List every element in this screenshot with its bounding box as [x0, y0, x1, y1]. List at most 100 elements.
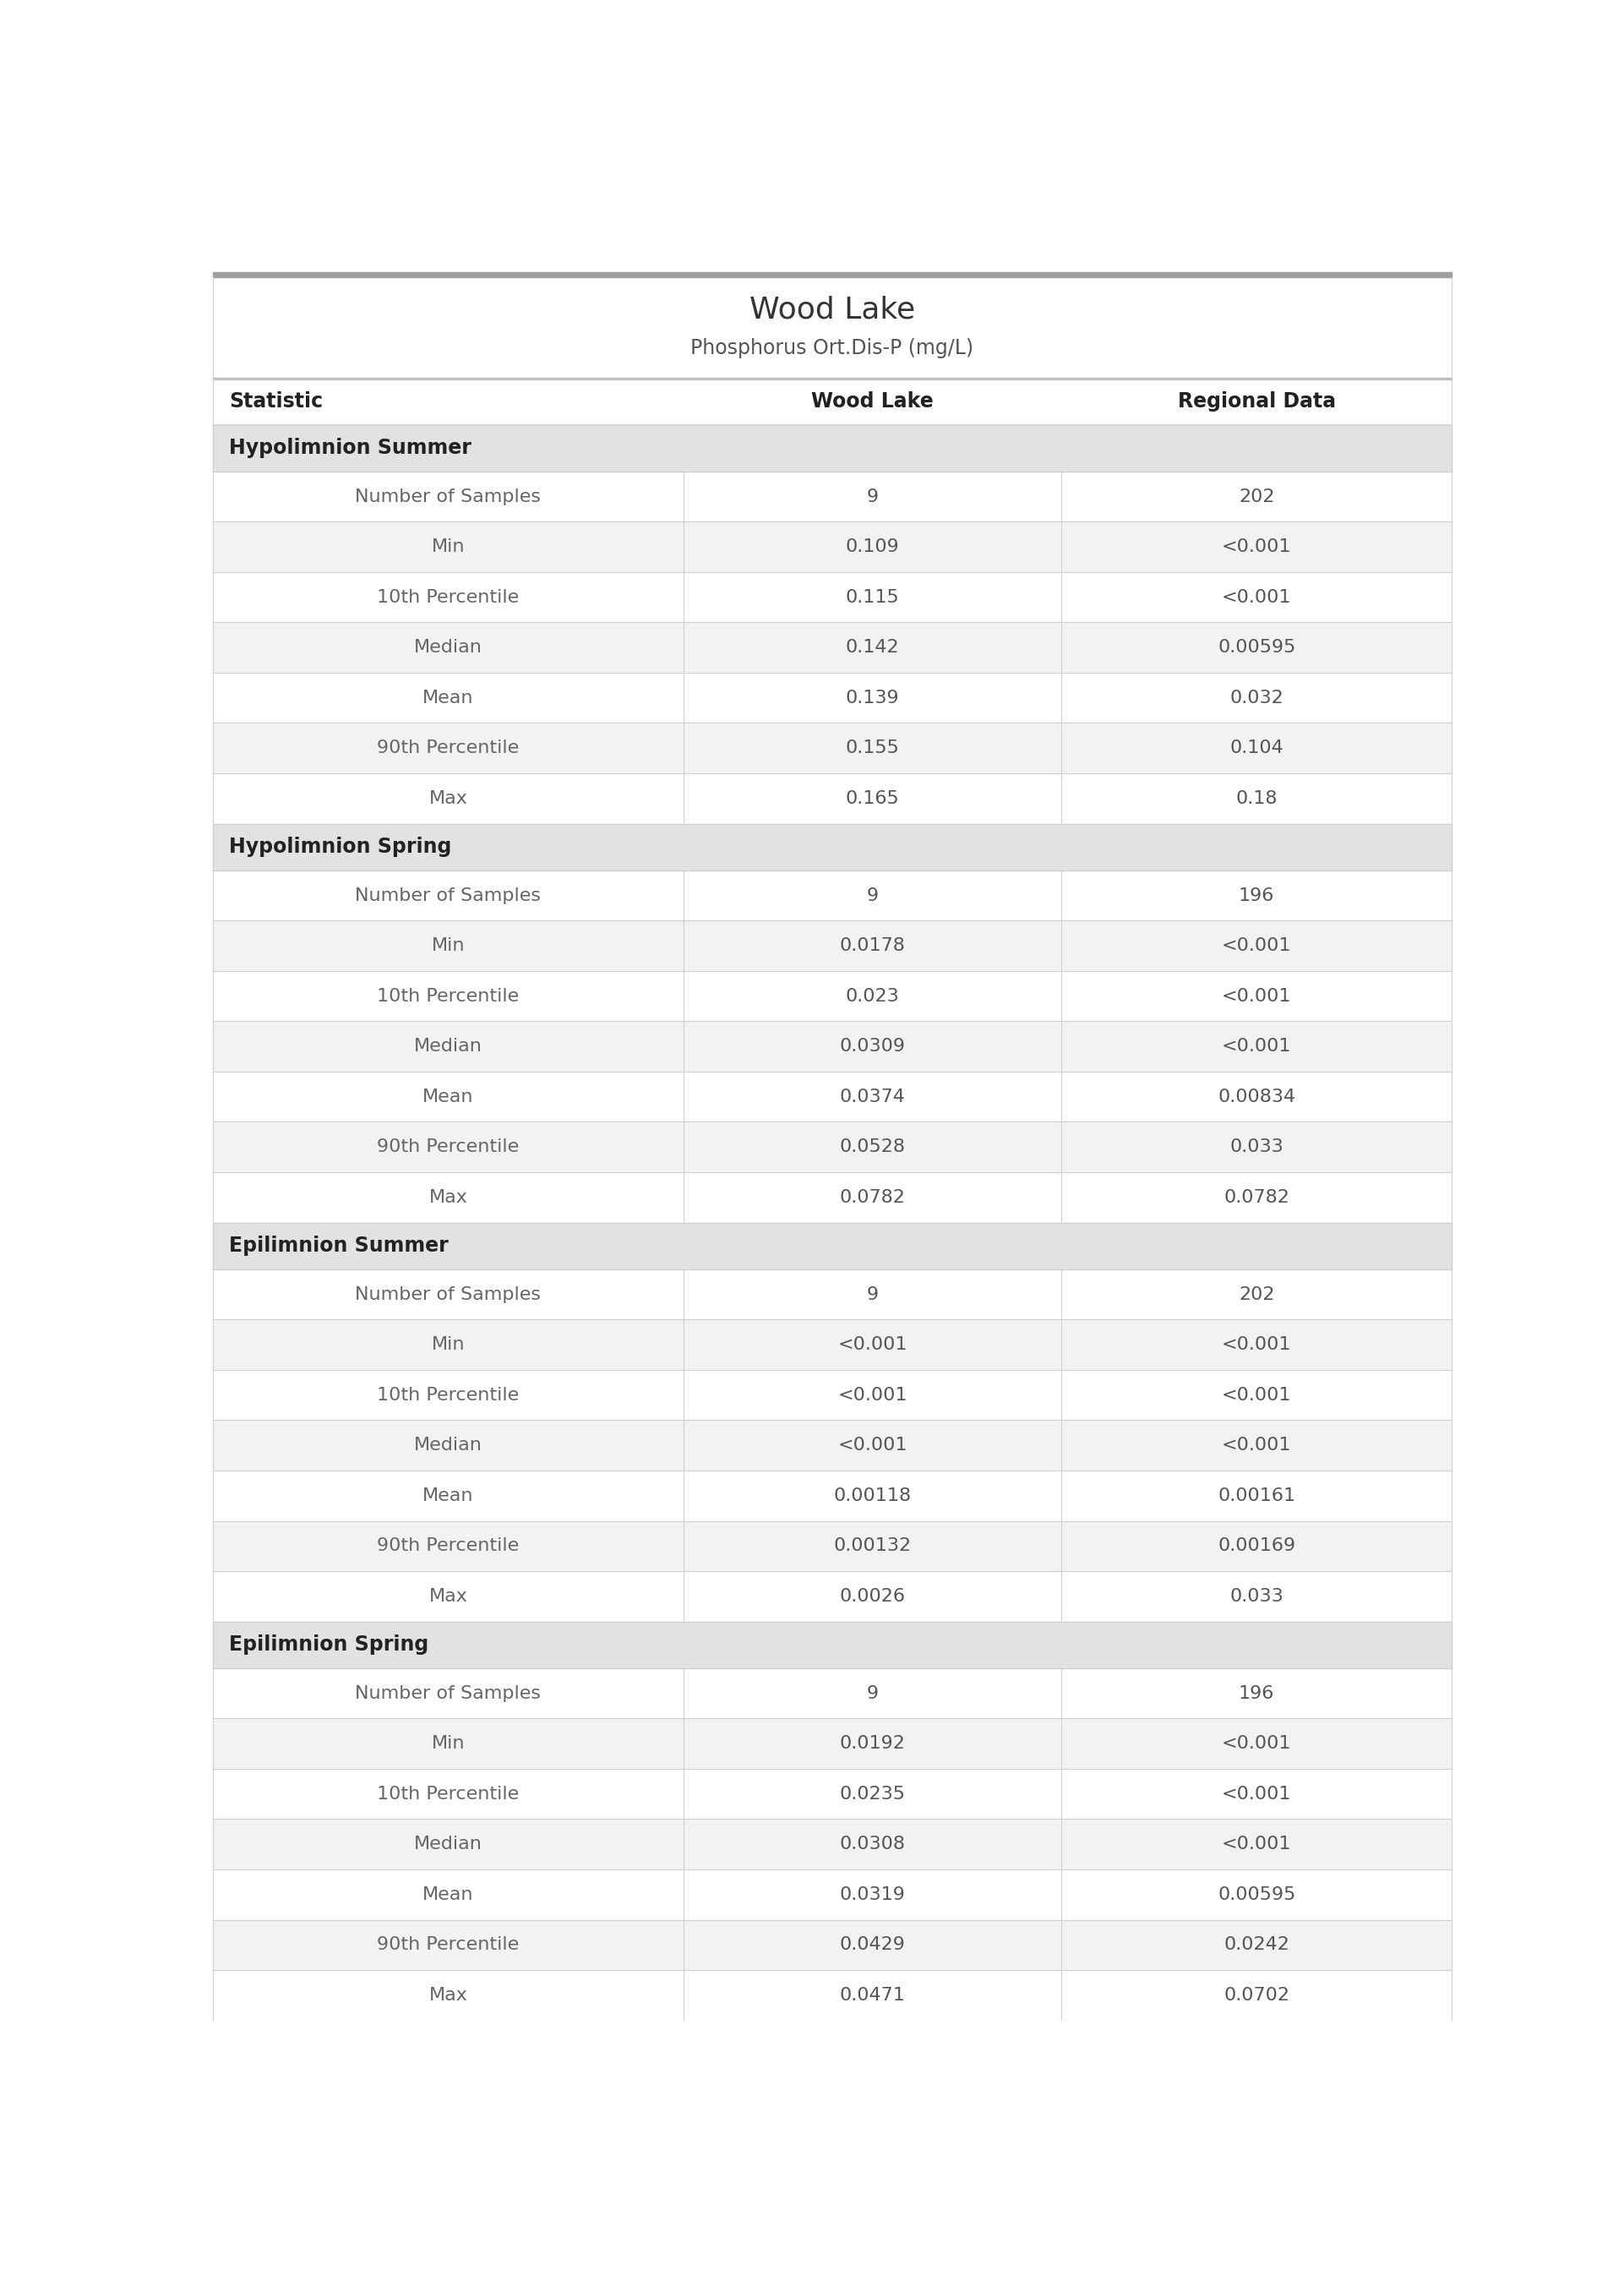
Text: <0.001: <0.001 [1221, 1337, 1291, 1353]
Bar [213, 1970, 1452, 2020]
Text: 0.023: 0.023 [846, 987, 900, 1006]
Text: 0.0192: 0.0192 [840, 1734, 906, 1752]
Text: <0.001: <0.001 [838, 1337, 908, 1353]
Text: Number of Samples: Number of Samples [356, 488, 541, 506]
Text: 9: 9 [867, 488, 879, 506]
Text: 0.0235: 0.0235 [840, 1786, 906, 1802]
Text: <0.001: <0.001 [1221, 1037, 1291, 1056]
Text: 90th Percentile: 90th Percentile [377, 1936, 520, 1952]
Bar [213, 1668, 1452, 1718]
Text: <0.001: <0.001 [1221, 1437, 1291, 1453]
Text: 196: 196 [1239, 888, 1275, 903]
Bar [213, 1521, 1452, 1571]
Text: Regional Data: Regional Data [1177, 390, 1335, 411]
Bar [213, 622, 1452, 672]
Text: 0.0528: 0.0528 [840, 1140, 906, 1155]
Text: 0.0242: 0.0242 [1224, 1936, 1289, 1952]
Bar [213, 1471, 1452, 1521]
Text: Min: Min [432, 1337, 464, 1353]
Bar [213, 972, 1452, 1022]
Text: Epilimnion Spring: Epilimnion Spring [229, 1634, 429, 1655]
Text: Hypolimnion Spring: Hypolimnion Spring [229, 838, 451, 858]
Text: Epilimnion Summer: Epilimnion Summer [229, 1235, 448, 1255]
Text: 0.0308: 0.0308 [840, 1836, 906, 1852]
Text: 0.115: 0.115 [846, 588, 900, 606]
Text: 0.165: 0.165 [846, 790, 900, 806]
Bar [213, 774, 1452, 824]
Text: 0.033: 0.033 [1229, 1587, 1283, 1605]
Bar [213, 522, 1452, 572]
Bar [213, 1920, 1452, 1970]
Bar [213, 277, 1452, 377]
Text: <0.001: <0.001 [1221, 588, 1291, 606]
Text: <0.001: <0.001 [838, 1387, 908, 1403]
Text: <0.001: <0.001 [838, 1437, 908, 1453]
Text: <0.001: <0.001 [1221, 987, 1291, 1006]
Text: 0.109: 0.109 [846, 538, 900, 556]
Bar [213, 922, 1452, 972]
Bar [213, 1224, 1452, 1269]
Text: 0.139: 0.139 [846, 690, 900, 706]
Text: 9: 9 [867, 1287, 879, 1303]
Text: 0.0319: 0.0319 [840, 1886, 906, 1902]
Text: 0.155: 0.155 [846, 740, 900, 756]
Text: 0.032: 0.032 [1229, 690, 1283, 706]
Text: Number of Samples: Number of Samples [356, 1287, 541, 1303]
Text: Mean: Mean [422, 1886, 474, 1902]
Text: Median: Median [414, 1437, 482, 1453]
Text: <0.001: <0.001 [1221, 938, 1291, 953]
Text: Median: Median [414, 1836, 482, 1852]
Text: Max: Max [429, 790, 468, 806]
Bar [213, 824, 1452, 869]
Text: 202: 202 [1239, 488, 1275, 506]
Text: Statistic: Statistic [229, 390, 323, 411]
Text: 0.104: 0.104 [1229, 740, 1283, 756]
Bar [213, 1768, 1452, 1818]
Text: Phosphorus Ort.Dis-P (mg/L): Phosphorus Ort.Dis-P (mg/L) [690, 338, 974, 359]
Text: 0.0782: 0.0782 [1224, 1189, 1289, 1205]
Bar [213, 472, 1452, 522]
Text: 0.18: 0.18 [1236, 790, 1278, 806]
Text: Hypolimnion Summer: Hypolimnion Summer [229, 438, 471, 459]
Text: 10th Percentile: 10th Percentile [377, 1786, 520, 1802]
Text: 10th Percentile: 10th Percentile [377, 987, 520, 1006]
Text: 0.00169: 0.00169 [1218, 1537, 1296, 1555]
Text: Min: Min [432, 938, 464, 953]
Text: Median: Median [414, 640, 482, 656]
Text: Number of Samples: Number of Samples [356, 1684, 541, 1702]
Text: 90th Percentile: 90th Percentile [377, 1140, 520, 1155]
Text: 9: 9 [867, 1684, 879, 1702]
Text: 0.0702: 0.0702 [1224, 1986, 1289, 2004]
Bar [213, 1818, 1452, 1870]
Text: Max: Max [429, 1587, 468, 1605]
Text: Min: Min [432, 538, 464, 556]
Text: Mean: Mean [422, 1087, 474, 1105]
Bar [213, 1870, 1452, 1920]
Text: 0.00595: 0.00595 [1218, 1886, 1296, 1902]
Text: 0.00161: 0.00161 [1218, 1487, 1296, 1505]
Bar [213, 272, 1452, 277]
Text: 0.0374: 0.0374 [840, 1087, 906, 1105]
Bar [213, 1121, 1452, 1171]
Text: Max: Max [429, 1189, 468, 1205]
Text: 0.00595: 0.00595 [1218, 640, 1296, 656]
Bar [213, 1269, 1452, 1319]
Bar [213, 1171, 1452, 1224]
Text: <0.001: <0.001 [1221, 538, 1291, 556]
Bar [213, 672, 1452, 722]
Text: 10th Percentile: 10th Percentile [377, 588, 520, 606]
Text: <0.001: <0.001 [1221, 1786, 1291, 1802]
Bar [213, 1571, 1452, 1621]
Text: 0.0178: 0.0178 [840, 938, 906, 953]
Text: Wood Lake: Wood Lake [749, 295, 916, 325]
Text: 0.00834: 0.00834 [1218, 1087, 1296, 1105]
Bar [213, 424, 1452, 472]
Text: Mean: Mean [422, 1487, 474, 1505]
Bar [213, 1369, 1452, 1421]
Bar [213, 377, 1452, 424]
Text: Min: Min [432, 1734, 464, 1752]
Text: 0.0471: 0.0471 [840, 1986, 906, 2004]
Text: 0.0309: 0.0309 [840, 1037, 906, 1056]
Bar [213, 1022, 1452, 1071]
Text: Wood Lake: Wood Lake [812, 390, 934, 411]
